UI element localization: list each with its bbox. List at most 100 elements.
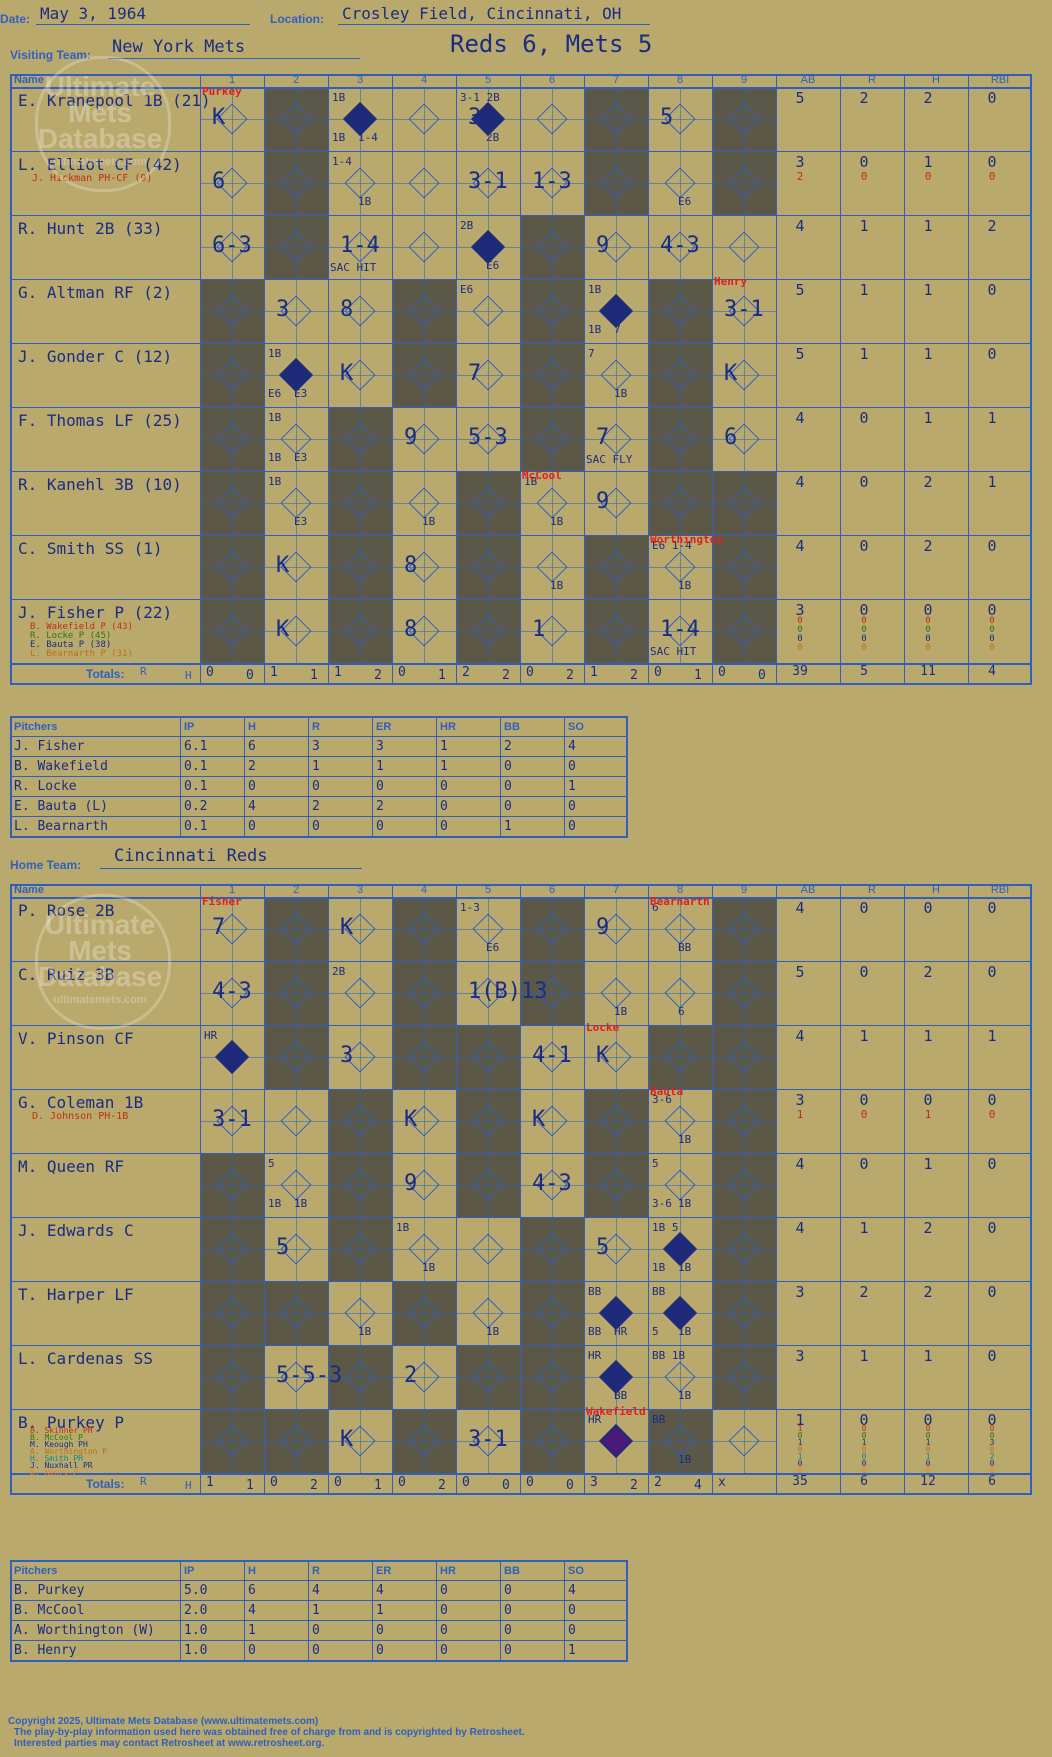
visitors-vmid-r0-c6 bbox=[552, 87, 553, 151]
visitors-header-h: H bbox=[932, 74, 940, 86]
home-header-name: Name bbox=[14, 884, 44, 896]
visitors-total-h: 11 bbox=[920, 664, 936, 679]
home-play-r1-c8-b: 6 bbox=[678, 1005, 685, 1018]
home-play-r5-c4-b: 1B bbox=[422, 1261, 436, 1274]
home-vmid-r6-c5 bbox=[488, 1281, 489, 1345]
home-inning-runs-1: 1 bbox=[206, 1475, 214, 1490]
visitors-pt-cell-1-3: 1 bbox=[312, 759, 320, 774]
visitors-vmid-r0-c9 bbox=[744, 87, 745, 151]
visitors-vmid-r5-c7 bbox=[616, 407, 617, 471]
visitors-pt-cell-1-4: 1 bbox=[376, 759, 384, 774]
home-hline-0 bbox=[10, 897, 1032, 899]
home-play-r4-c8-a: 5 bbox=[652, 1157, 659, 1170]
visitors-stat-r-6: 0 bbox=[859, 473, 869, 491]
home-inning-hits-7: 2 bbox=[630, 1478, 638, 1493]
visitors-play-r6-c4-b: 1B bbox=[422, 515, 436, 528]
home-play-r2-c3: 3 bbox=[340, 1043, 354, 1068]
home-vmid-r0-c9 bbox=[744, 897, 745, 961]
home-vmid-r7-c4 bbox=[424, 1345, 425, 1409]
visitors-header-name: Name bbox=[14, 74, 44, 86]
visitors-pt-cell-2-2: 0 bbox=[248, 779, 256, 794]
visitors-play-r0-c5-a: 3-1 2B bbox=[460, 91, 500, 104]
home-player-name-7: L. Cardenas SS bbox=[18, 1349, 153, 1368]
visitors-pt-cell-4-7: 0 bbox=[568, 819, 576, 834]
home-purkey-substat-rbi-5: 0 bbox=[989, 1459, 995, 1468]
visitors-stat-h-4: 1 bbox=[923, 345, 933, 363]
home-vmid-r2-c6 bbox=[552, 1025, 553, 1089]
home-pt-cell-2-6: 0 bbox=[504, 1623, 512, 1638]
home-team-name: Cincinnati Reds bbox=[114, 846, 268, 866]
visitors-stat-h-5: 1 bbox=[923, 409, 933, 427]
home-watermark-line1: Ultimate bbox=[44, 909, 156, 940]
home-play-r0-c8-a: 6 bbox=[652, 901, 659, 914]
home-pt-cell-1-0: B. McCool bbox=[14, 1603, 85, 1618]
home-pt-hline-4 bbox=[10, 1640, 628, 1641]
home-totals-h-label: H bbox=[185, 1479, 192, 1492]
home-vmid-r0-c8 bbox=[680, 897, 681, 961]
visitors-fisher-substat-ab-2: 0 bbox=[797, 634, 803, 644]
home-vline-10 bbox=[776, 884, 777, 1493]
visitors-vmid-r2-c6 bbox=[552, 215, 553, 279]
visiting-underline bbox=[108, 58, 360, 59]
home-play-r7-c2: 5-5-3 bbox=[276, 1363, 343, 1388]
home-vmid-r6-c2 bbox=[296, 1281, 297, 1345]
visitors-stat-rbi-4: 0 bbox=[987, 345, 997, 363]
visitors-fisher-substat-r-0: 0 bbox=[861, 616, 867, 626]
home-vmid-r4-c5 bbox=[488, 1153, 489, 1217]
visitors-inning-runs-8: 0 bbox=[654, 665, 662, 680]
home-vmid-r7-c9 bbox=[744, 1345, 745, 1409]
home-header-inning-4: 4 bbox=[420, 884, 428, 896]
home-substat-r-3: 0 bbox=[860, 1108, 868, 1121]
home-pt-vline-5 bbox=[436, 1560, 437, 1660]
visitors-stat-r-3: 1 bbox=[859, 281, 869, 299]
visitors-inning-hits-2: 1 bbox=[310, 668, 318, 683]
visitors-vmid-r8-c1 bbox=[232, 599, 233, 663]
visitors-player-name-5: F. Thomas LF (25) bbox=[18, 411, 182, 430]
visitors-fisher-sub-3: L. Bearnarth P (31) bbox=[30, 649, 133, 659]
visitors-stat-r-8: 0 bbox=[859, 601, 869, 619]
home-vmid-r6-c3 bbox=[360, 1281, 361, 1345]
visitors-inning-hits-4: 1 bbox=[438, 668, 446, 683]
visitors-player-name-8: J. Fisher P (22) bbox=[18, 603, 173, 622]
home-stat-rbi-2: 1 bbox=[987, 1027, 997, 1045]
home-stat-ab-3: 3 bbox=[795, 1091, 805, 1109]
visitors-play-r1-c3-a: 1-4 bbox=[332, 155, 352, 168]
visitors-hline-4 bbox=[10, 343, 1032, 344]
home-vmid-r0-c3 bbox=[360, 897, 361, 961]
visitors-play-r2-c3-s: SAC HIT bbox=[330, 261, 377, 274]
visiting-team-name: New York Mets bbox=[112, 37, 246, 57]
home-purkey-sub-5: J. Nuxhall PR bbox=[30, 1461, 93, 1470]
visitors-fisher-substat-h-1: 0 bbox=[925, 625, 931, 635]
home-vline-9 bbox=[712, 884, 713, 1493]
home-vmid-r1-c8 bbox=[680, 961, 681, 1025]
home-pt-hline-2 bbox=[10, 1600, 628, 1601]
home-vmid-r3-c5 bbox=[488, 1089, 489, 1153]
visitors-play-r2-c7: 9 bbox=[596, 233, 610, 258]
home-vmid-r6-c4 bbox=[424, 1281, 425, 1345]
home-inning-hits-3: 1 bbox=[374, 1478, 382, 1493]
visitors-inning-hits-1: 0 bbox=[246, 668, 254, 683]
visitors-play-r2-c3: 1-4 bbox=[340, 233, 380, 258]
visitors-play-r3-c9: 3-1 bbox=[724, 297, 764, 322]
visitors-vmid-r4-c1 bbox=[232, 343, 233, 407]
home-play-r8-c8-b: 1B bbox=[678, 1453, 692, 1466]
visitors-play-r4-c2-a: 1B bbox=[268, 347, 282, 360]
visitors-pt-cell-1-1: 0.1 bbox=[184, 759, 208, 774]
home-stat-r-5: 1 bbox=[859, 1219, 869, 1237]
home-vline-13 bbox=[968, 884, 969, 1493]
home-pt-cell-3-5: 0 bbox=[440, 1643, 448, 1658]
visitors-pt-cell-4-1: 0.1 bbox=[184, 819, 208, 834]
home-vline-4 bbox=[392, 884, 393, 1493]
home-pt-cell-0-2: 6 bbox=[248, 1583, 256, 1598]
home-pt-vline-3 bbox=[308, 1560, 309, 1660]
visitors-inning-runs-9: 0 bbox=[718, 665, 726, 680]
visitors-vline-13 bbox=[968, 74, 969, 683]
home-purkey-substat-h-1: 0 bbox=[925, 1431, 931, 1440]
final-score-title: Reds 6, Mets 5 bbox=[450, 30, 653, 58]
home-play-r1-c5: 1(B)13 bbox=[468, 979, 548, 1004]
visitors-pt-cell-0-4: 3 bbox=[376, 739, 384, 754]
home-sub-name-3: D. Johnson PH-1B bbox=[32, 1111, 129, 1122]
visitors-vmid-r3-c5 bbox=[488, 279, 489, 343]
home-play-r4-c2-b: 1B bbox=[294, 1197, 308, 1210]
visitors-vmid-r7-c4 bbox=[424, 535, 425, 599]
